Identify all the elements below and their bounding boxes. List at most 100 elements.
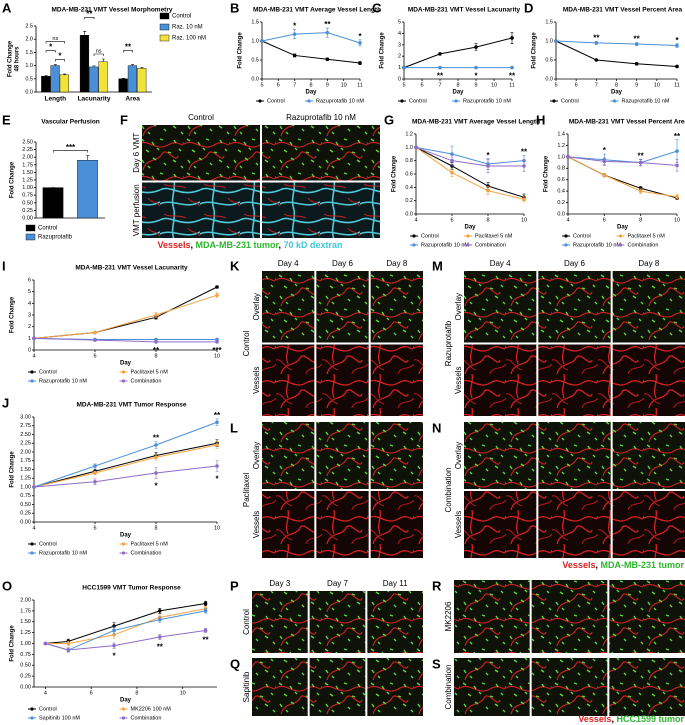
y-axis-label: Fold Change [10,296,16,333]
x-tick-label: 11 [674,82,680,88]
micrograph [609,580,685,653]
significance: * [474,71,478,80]
y-tick-label: 1.50 [20,467,31,473]
series-line [33,286,218,339]
column-header: Control [188,113,214,122]
series-line [33,294,218,339]
significance: * [358,32,362,41]
significance: * [154,481,158,490]
data-point [486,164,490,168]
legend-marker [618,243,623,247]
y-tick-label: 1.4 [557,131,565,137]
data-point [675,149,679,153]
group-label: Control [242,609,251,635]
y-tick-label: 1.50 [22,170,33,176]
y-tick-label: 0.4 [557,189,565,195]
y-tick-label: 1.75 [22,162,33,168]
x-tick-label: 7 [438,82,441,88]
series-line [555,40,678,67]
panel-letter: L [230,420,238,435]
column-header: Day 4 [278,259,299,268]
data-point [522,197,526,202]
x-tick-label: 7 [595,82,598,88]
y-tick-label: 4 [28,301,31,307]
legend-marker [121,542,126,546]
chart-title: MDA-MB-231 VMT Vessel Lacunarity [75,265,188,272]
micrograph [370,271,423,343]
data-point [154,443,158,447]
data-point [414,145,418,150]
data-point [634,62,639,66]
data-point [522,164,526,168]
panel-letter: C [372,0,382,15]
y-tick-label: 0.2 [557,200,565,206]
column-header: Day 3 [269,579,290,588]
micrograph [262,271,315,343]
micrograph [262,182,380,238]
significance: ** [509,71,516,80]
legend-marker [121,379,126,383]
micrograph [367,658,423,716]
micrograph [612,422,685,489]
x-tick-label: 6 [277,82,280,88]
series-line [567,156,678,166]
data-point [112,628,116,633]
legend-label: Control [39,541,57,547]
y-tick-label: 1.50 [20,619,31,625]
data-point [486,188,490,193]
data-point [474,65,478,70]
caption-part: MDA-MB-231 tumor [196,240,280,250]
data-point [292,32,297,36]
legend-marker [618,234,623,238]
chart-title: Vascular Perfusion [41,119,100,126]
series-line [45,608,206,644]
bar [41,75,51,93]
legend-marker [30,370,34,374]
micrograph [142,125,260,181]
column-header: Day 6 [332,259,353,268]
x-axis-label: Day [120,698,132,704]
bar [127,65,138,93]
micrograph [538,422,611,489]
y-tick-label: 1.0 [25,63,33,69]
x-tick-label: 11 [509,82,515,88]
micrograph [464,491,537,558]
bar [118,78,128,93]
y-tick-label: 0 [398,76,401,82]
data-point [325,30,330,35]
column-header: Day 11 [383,579,408,588]
y-tick-label: 0.0 [25,89,33,95]
micrograph [262,344,315,416]
data-point [66,648,71,652]
x-tick-label: 8 [456,82,459,88]
micrograph [316,422,369,489]
significance: ** [157,643,164,652]
significance: ns [96,48,102,54]
legend-marker [412,243,416,247]
series-line [415,146,525,200]
y-tick-label: 2.25 [20,441,31,447]
legend-label: Control [267,98,285,104]
data-point [215,340,219,344]
data-point [154,340,158,344]
legend-marker [400,99,404,103]
axis [555,22,677,80]
y-tick-label: 1.0 [251,38,259,44]
y-tick-label: 2 [28,324,31,330]
data-point [292,53,297,58]
series-line [45,602,206,644]
caption: Vessels, MDA-MB-231 tumor, 70 kD dextran [157,240,342,250]
x-tick-label: 6 [90,690,93,696]
y-tick-label: 0.00 [20,519,31,525]
x-tick-label: 9 [326,82,329,88]
data-point [638,160,643,165]
data-point [675,195,679,199]
bracket [55,59,65,62]
micrograph [464,344,537,416]
panel-letter: E [2,112,11,127]
micrograph [464,271,537,343]
data-point [675,163,679,168]
x-tick-label: 4 [566,217,569,223]
micrograph [612,344,685,416]
panel-letter: S [432,656,441,671]
